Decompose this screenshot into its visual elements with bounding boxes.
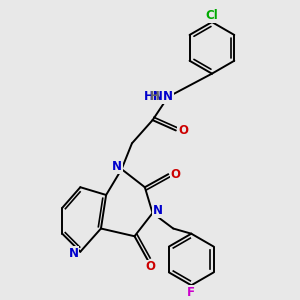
Text: N: N: [112, 160, 122, 173]
Text: O: O: [145, 260, 155, 273]
Text: N: N: [153, 204, 163, 217]
Text: O: O: [178, 124, 188, 137]
Text: Cl: Cl: [206, 9, 218, 22]
Text: N: N: [69, 247, 79, 260]
Text: N: N: [163, 90, 173, 104]
Text: H: H: [150, 90, 160, 104]
Text: F: F: [187, 286, 195, 299]
Text: HN: HN: [144, 90, 164, 104]
Text: O: O: [170, 168, 180, 181]
